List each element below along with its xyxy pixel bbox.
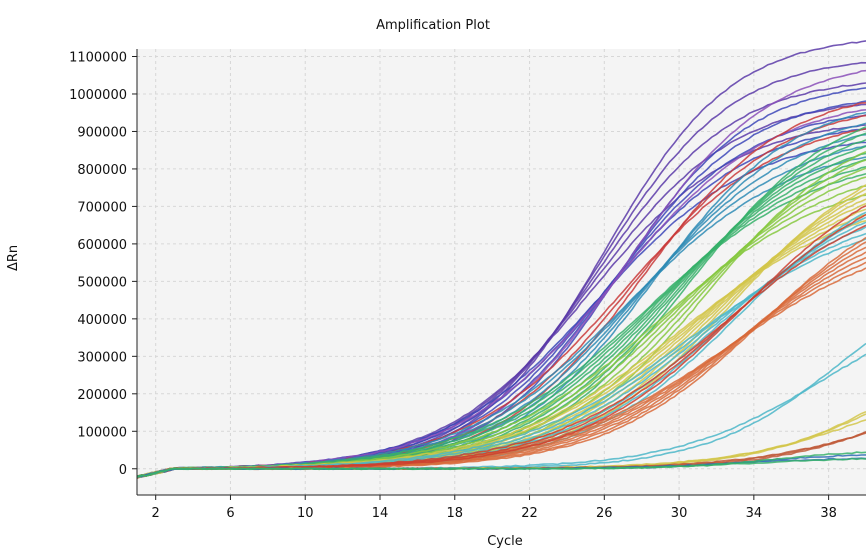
axes: 2 6 10 14 18 22 26 30 34 380100000200000300000400… [69,49,866,521]
y-tick-label: 1100000 [69,50,127,65]
y-tick-label: 600000 [77,238,127,253]
y-tick-label: 300000 [77,350,127,365]
y-tick-label: 400000 [77,313,127,328]
x-tick-label: 2 [152,506,160,521]
x-axis-label: Cycle [487,534,523,549]
x-tick-label: 26 [596,506,613,521]
x-tick-label: 6 [226,506,234,521]
x-tick-label: 30 [671,506,688,521]
x-tick-label: 34 [746,506,763,521]
x-tick-label: 38 [820,506,837,521]
y-tick-label: 0 [119,463,127,478]
y-tick-label: 700000 [77,200,127,215]
y-tick-label: 800000 [77,163,127,178]
x-tick-label: 22 [521,506,538,521]
x-tick-label: 14 [372,506,389,521]
x-tick-label: 10 [297,506,314,521]
y-tick-label: 200000 [77,388,127,403]
chart-title: Amplification Plot [376,18,490,33]
amplification-curves [136,40,866,479]
x-tick-label: 18 [446,506,463,521]
y-tick-label: 500000 [77,275,127,290]
y-tick-label: 1000000 [69,88,127,103]
y-tick-label: 900000 [77,125,127,140]
amplification-curve [136,451,866,479]
y-tick-label: 100000 [77,425,127,440]
